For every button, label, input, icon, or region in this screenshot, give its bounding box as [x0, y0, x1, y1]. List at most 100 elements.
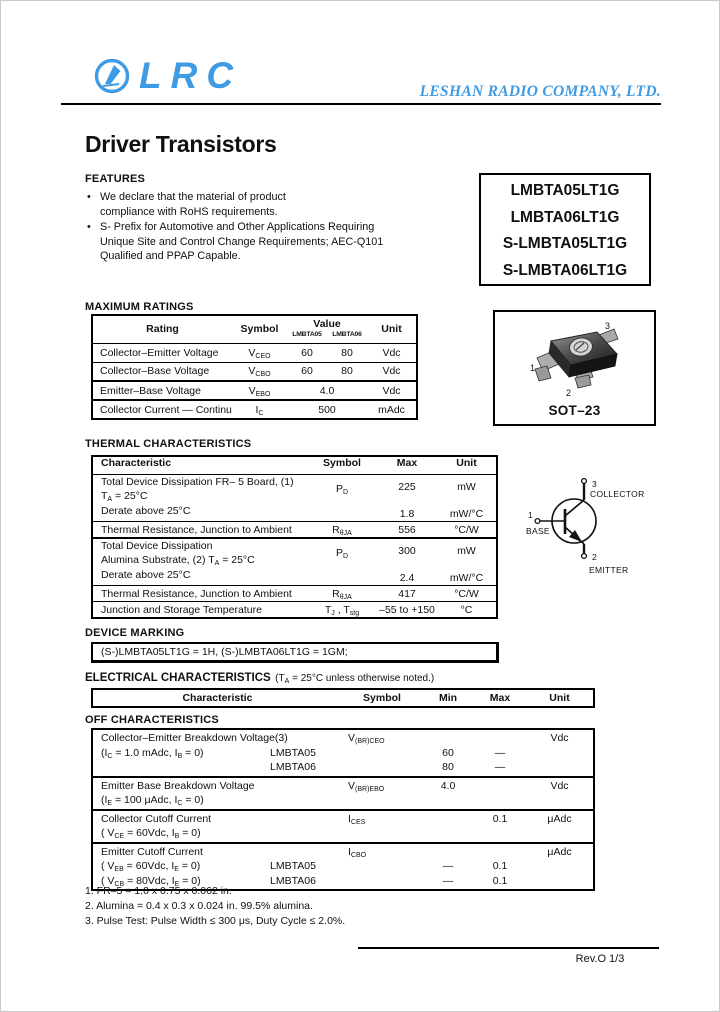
logo-text: LRC [139, 55, 243, 96]
col-header-device2: LMBTA06 [332, 331, 362, 338]
company-name: LESHAN RADIO COMPANY, LTD. [419, 83, 661, 100]
unit-cell: Vdc [367, 380, 417, 400]
table-row: Total Device Dissipation Alumina Substra… [92, 536, 497, 585]
page-title: Driver Transistors [85, 131, 277, 157]
value-cell: 60 [287, 342, 327, 362]
features-list: • We declare that the material of produc… [85, 190, 475, 265]
characteristic-cell: Total Device Dissipation Alumina Substra… [92, 536, 307, 585]
char-line: TA = 25°C [101, 490, 148, 504]
min-cell: — — [422, 841, 474, 890]
sot23-package-icon: 1 2 3 [530, 321, 619, 398]
max-cell: — — [494, 746, 506, 774]
package-name: SOT–23 [548, 403, 601, 418]
char-line: Derate above 25°C [101, 504, 191, 517]
char-line: Total Device Dissipation [101, 539, 213, 552]
table-row: Collector–Emitter Breakdown Voltage(3) (… [92, 729, 594, 777]
footer-rule [358, 947, 659, 949]
electrical-note: (TA = 25°C unless otherwise noted.) [275, 673, 435, 685]
value-cell: 500 [287, 399, 367, 419]
symbol-cell: IC [232, 399, 287, 419]
device-variant: LMBTA06 [270, 874, 316, 887]
table-row: Collector Cutoff Current ( VCE = 60Vdc, … [92, 808, 594, 843]
col-header-unit: Unit [549, 692, 570, 704]
value-cell: 80 [327, 342, 367, 362]
unit-cell: °C [437, 600, 497, 618]
table-row: Thermal Resistance, Junction to Ambient … [92, 520, 497, 538]
device-variant: LMBTA05 [270, 860, 316, 872]
condition-line: ( VCB = 80Vdc, IE = 0) LMBTA06 [101, 874, 316, 888]
unit-cell: mAdc [367, 399, 417, 419]
unit-cell: Vdc [367, 342, 417, 362]
symbol-cell: RθJA [307, 584, 377, 601]
npn-transistor-symbol-icon: 3 COLLECTOR 1 BASE 2 EMITTER [526, 477, 644, 575]
condition-line: ( VCE = 60Vdc, IB = 0) [101, 827, 201, 840]
footnote: 3. Pulse Test: Pulse Width ≤ 300 μs, Dut… [85, 915, 346, 928]
feature-line: Qualified and PPAP Capable. [100, 250, 241, 263]
unit-cell: mW mW/°C [437, 473, 497, 521]
condition-line: LMBTA06 [101, 760, 342, 775]
col-header-unit: Unit [456, 457, 477, 469]
max-cell: 0.1 [474, 808, 526, 843]
table-row: Collector Current — Continuous IC 500 mA… [92, 399, 417, 419]
table-row: Total Device Dissipation FR– 5 Board, (1… [92, 473, 497, 521]
features-heading: FEATURES [85, 173, 146, 185]
table-row: Emitter Base Breakdown Voltage (IE = 100… [92, 775, 594, 810]
min-cell [422, 808, 474, 843]
electrical-heading: ELECTRICAL CHARACTERISTICS [85, 672, 271, 684]
char-line: Derate above 25°C [101, 568, 191, 581]
characteristic-cell: Thermal Resistance, Junction to Ambient [92, 520, 307, 538]
characteristic-cell: Thermal Resistance, Junction to Ambient [92, 584, 307, 601]
char-line: Collector–Emitter Breakdown Voltage(3) [101, 732, 288, 744]
feature-text: We declare that the material of product … [100, 190, 286, 219]
char-line: Emitter Base Breakdown Voltage [101, 779, 255, 792]
electrical-header-table: Characteristic Symbol Min Max Unit [91, 688, 595, 708]
unit-cell: μAdc [526, 808, 594, 843]
symbol-cell: PD [307, 536, 377, 585]
feature-item: • We declare that the material of produc… [85, 190, 475, 219]
characteristic-cell: Total Device Dissipation FR– 5 Board, (1… [92, 473, 307, 521]
header-rule [61, 103, 661, 105]
symbol-cell: VCBO [232, 361, 287, 381]
max-ratings-table: Rating Symbol Value Unit LMBTA05 LMBTA06… [91, 314, 418, 420]
characteristic-cell: Collector Cutoff Current ( VCE = 60Vdc, … [92, 808, 342, 843]
base-pin-number: 1 [528, 510, 533, 520]
device-variant: LMBTA06 [270, 761, 316, 773]
max-ratings-heading: MAXIMUM RATINGS [85, 301, 194, 313]
table-row: Thermal Resistance, Junction to Ambient … [92, 584, 497, 601]
package-box: 1 2 3 SOT–23 [493, 310, 656, 426]
col-header-unit: Unit [381, 323, 402, 336]
part-number: LMBTA05LT1G [510, 182, 620, 199]
device-variant: LMBTA05 [270, 746, 316, 759]
rating-cell: Emitter–Base Voltage [92, 380, 232, 400]
symbol-cell: V(BR)CEO [348, 732, 385, 745]
base-label: BASE [526, 526, 550, 536]
min-cell: 60 80 [442, 746, 454, 774]
min-cell: 4.0 [422, 775, 474, 810]
max-cell: 300 2.4 [377, 536, 437, 585]
symbol-cell: V(BR)EBO [342, 775, 422, 810]
col-header-symbol: Symbol [363, 692, 401, 704]
table-row: Emitter–Base Voltage VEBO 4.0 Vdc [92, 380, 417, 400]
col-header-value: Value [313, 318, 341, 330]
value-cell: 4.0 [287, 380, 367, 400]
max-cell: –55 to +150 [377, 600, 437, 618]
value-cell: 80 [327, 361, 367, 381]
rating-cell: Collector–Emitter Voltage [92, 342, 232, 362]
condition-line: (IE = 100 μAdc, IC = 0) [101, 794, 204, 807]
table-row: Junction and Storage Temperature TJ , Ts… [92, 600, 497, 618]
symbol-cell: ICES [342, 808, 422, 843]
symbol-cell: VEBO [232, 380, 287, 400]
emitter-label: EMITTER [589, 565, 628, 575]
lrc-emblem-icon [94, 58, 130, 94]
unit-cell: μAdc [526, 841, 594, 890]
char-line: Total Device Dissipation FR– 5 Board, (1… [101, 475, 294, 488]
char-line: Collector Cutoff Current [101, 812, 212, 825]
feature-line: Unique Site and Control Change Requireme… [100, 235, 384, 248]
col-header-symbol: Symbol [323, 457, 361, 469]
col-header-symbol: Symbol [240, 323, 279, 336]
symbol-cell: TJ , Tstg [307, 600, 377, 618]
feature-line: compliance with RoHS requirements. [100, 205, 278, 218]
table-row: Collector–Base Voltage VCBO 60 80 Vdc [92, 361, 417, 381]
footnote: 1. FR–5 = 1.0 x 0.75 x 0.062 in. [85, 885, 232, 897]
